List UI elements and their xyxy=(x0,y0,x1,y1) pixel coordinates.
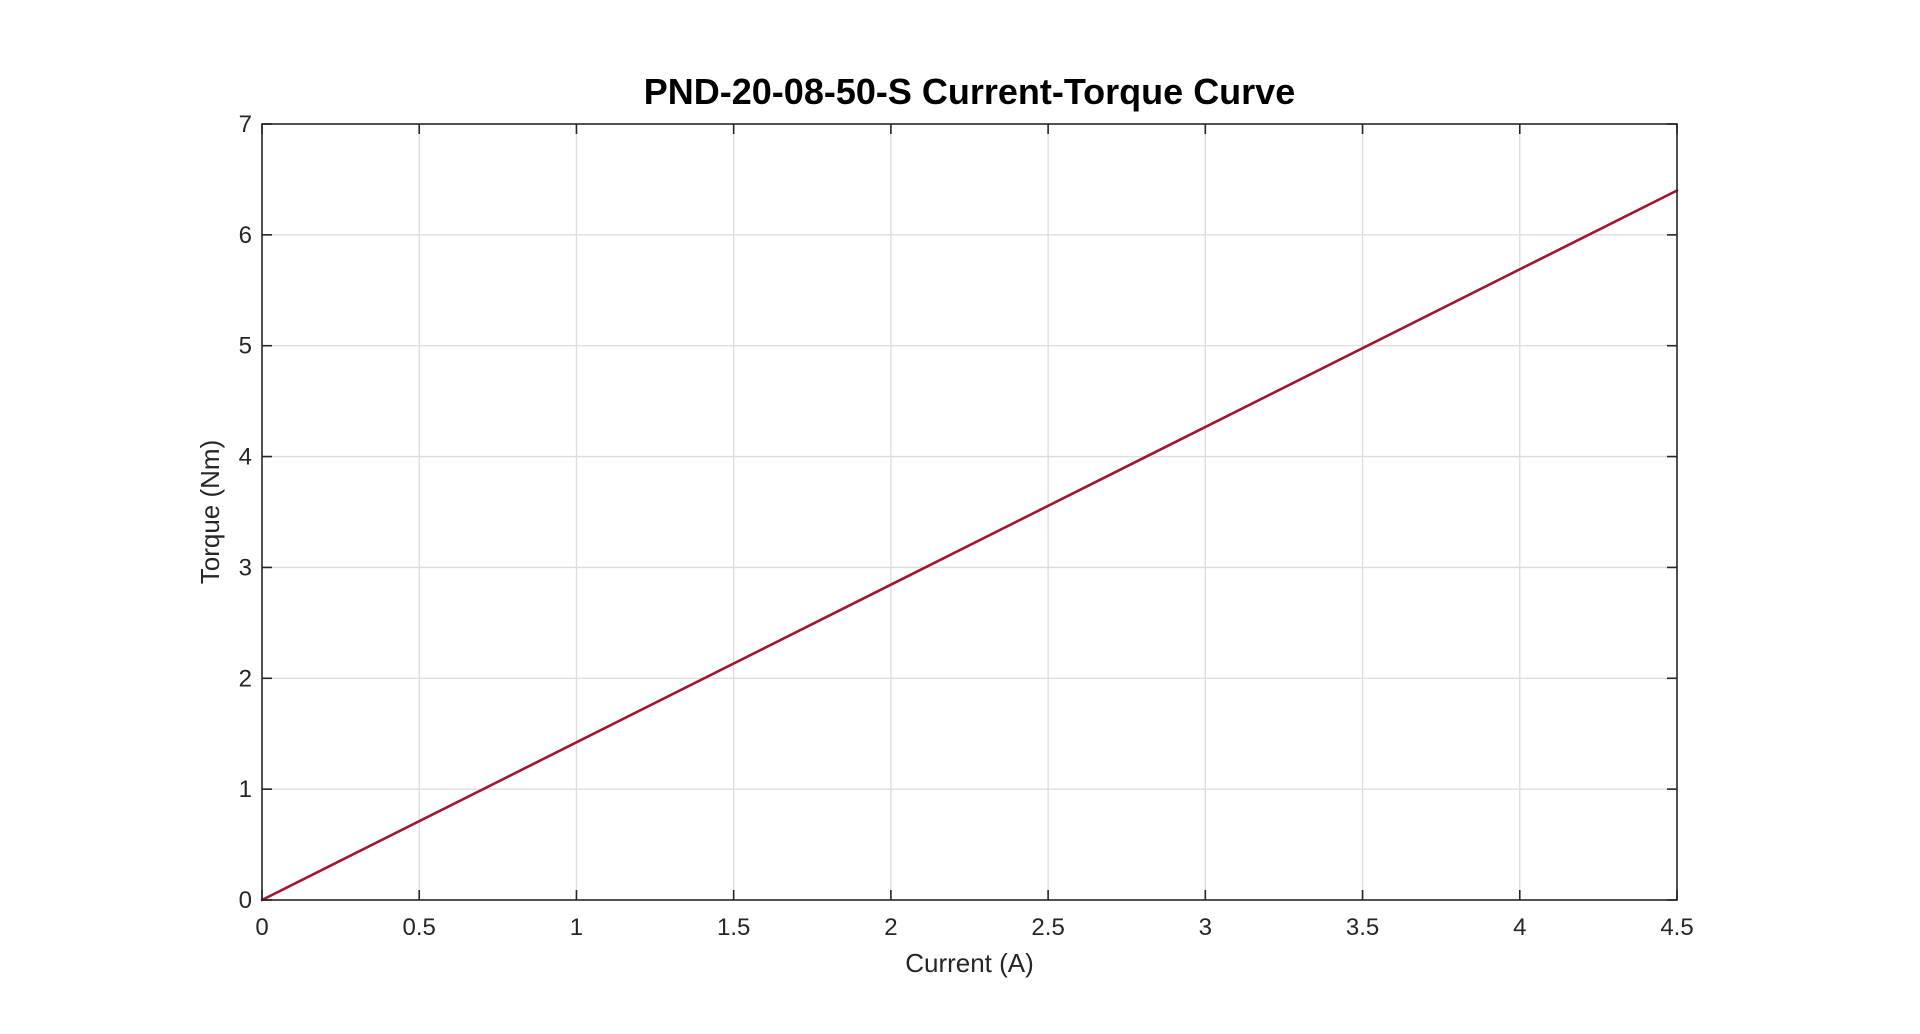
y-axis-title: Torque (Nm) xyxy=(195,440,225,584)
y-tick-label: 0 xyxy=(239,887,252,914)
y-tick-label: 6 xyxy=(239,222,252,249)
y-tick-label: 1 xyxy=(239,776,252,803)
y-tick-label: 5 xyxy=(239,333,252,360)
grid-lines xyxy=(262,124,1677,900)
plot-area xyxy=(262,124,1677,900)
axes-box xyxy=(261,123,1678,901)
x-tick-labels: 0 0.5 1 1.5 2 2.5 3 3.5 4 4.5 xyxy=(255,914,1693,941)
y-tick-label: 2 xyxy=(239,665,252,692)
y-tick-label: 3 xyxy=(239,554,252,581)
tick-marks xyxy=(261,123,1678,901)
x-axis-title: Current (A) xyxy=(905,948,1034,978)
y-tick-labels: 0 1 2 3 4 5 6 7 xyxy=(239,111,252,914)
x-tick-label: 2 xyxy=(884,914,897,941)
x-tick-label: 0.5 xyxy=(403,914,436,941)
x-tick-label: 1 xyxy=(570,914,583,941)
series-layer xyxy=(260,189,1679,902)
chart-title: PND-20-08-50-S Current-Torque Curve xyxy=(644,71,1295,112)
x-tick-label: 3 xyxy=(1199,914,1212,941)
x-tick-label: 3.5 xyxy=(1346,914,1379,941)
x-tick-label: 2.5 xyxy=(1031,914,1064,941)
x-tick-label: 1.5 xyxy=(717,914,750,941)
x-tick-label: 4 xyxy=(1513,914,1526,941)
series-line xyxy=(260,189,1679,902)
x-tick-label: 0 xyxy=(255,914,268,941)
x-tick-label: 4.5 xyxy=(1660,914,1693,941)
y-tick-label: 7 xyxy=(239,111,252,138)
y-tick-label: 4 xyxy=(239,444,252,471)
